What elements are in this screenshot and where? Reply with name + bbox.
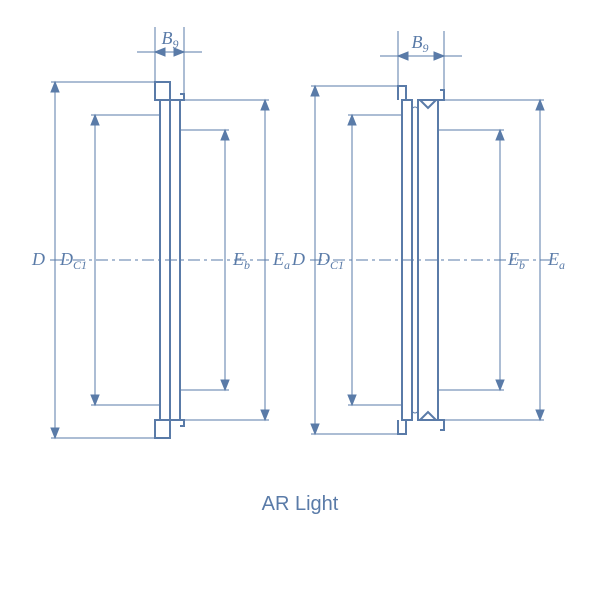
svg-text:B9: B9 [412,32,429,55]
bearing-diagram: D DC1 Eb Ea B9 D DC1 Eb Ea B9 AR Light [0,0,600,600]
svg-text:D: D [291,249,305,269]
svg-text:Ea: Ea [547,249,565,272]
svg-text:Ea: Ea [272,249,290,272]
svg-text:Eb: Eb [507,249,525,272]
svg-text:D: D [31,249,45,269]
svg-text:DC1: DC1 [316,249,344,272]
svg-text:Eb: Eb [232,249,250,272]
svg-text:AR Light: AR Light [262,493,339,515]
svg-text:B9: B9 [162,28,179,51]
svg-text:DC1: DC1 [59,249,87,272]
